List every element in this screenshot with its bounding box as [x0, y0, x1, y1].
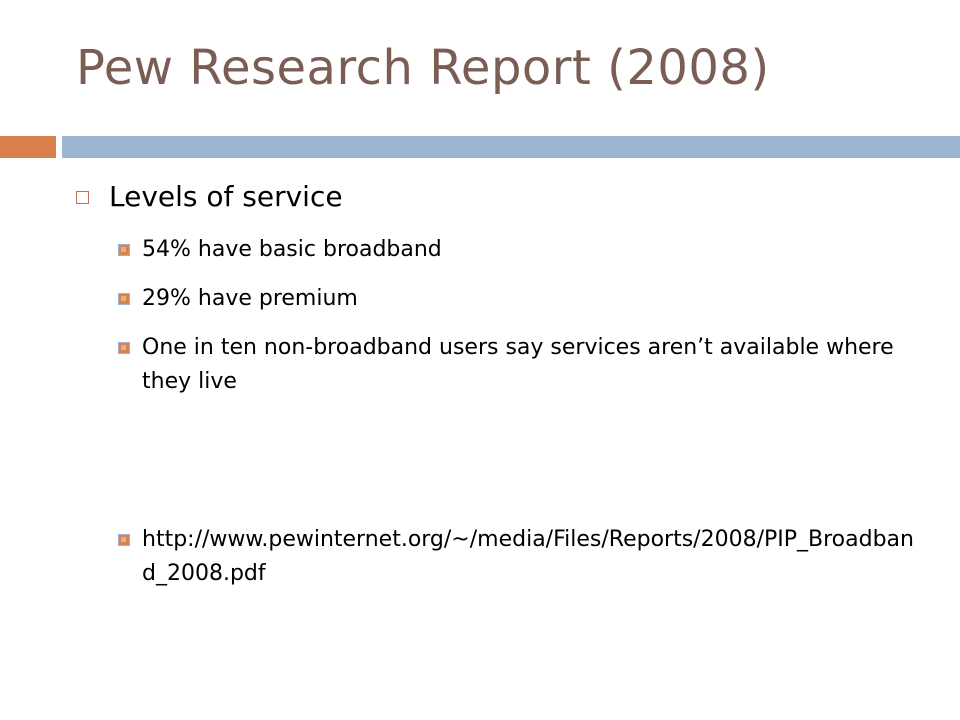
filled-square-icon	[118, 534, 130, 546]
bullet-basic-broadband: 54% have basic broadband	[118, 233, 442, 267]
bullet-text: Levels of service	[109, 180, 343, 213]
report-url-text: http://www.pewinternet.org/~/media/Files…	[142, 527, 914, 586]
filled-square-icon	[118, 342, 130, 354]
title-rule-bar	[62, 136, 960, 158]
title-accent-bar	[0, 136, 56, 158]
hollow-square-icon	[76, 191, 89, 204]
bullet-report-url: http://www.pewinternet.org/~/media/Files…	[118, 523, 918, 591]
bullet-text: One in ten non-broadband users say servi…	[142, 335, 894, 394]
slide-title: Pew Research Report (2008)	[76, 40, 770, 96]
bullet-text: 54% have basic broadband	[142, 237, 442, 262]
filled-square-icon	[118, 293, 130, 305]
bullet-non-broadband-users: One in ten non-broadband users say servi…	[118, 331, 918, 399]
bullet-levels-of-service: Levels of service	[76, 180, 343, 213]
bullet-premium: 29% have premium	[118, 282, 358, 316]
bullet-text: 29% have premium	[142, 286, 358, 311]
filled-square-icon	[118, 244, 130, 256]
